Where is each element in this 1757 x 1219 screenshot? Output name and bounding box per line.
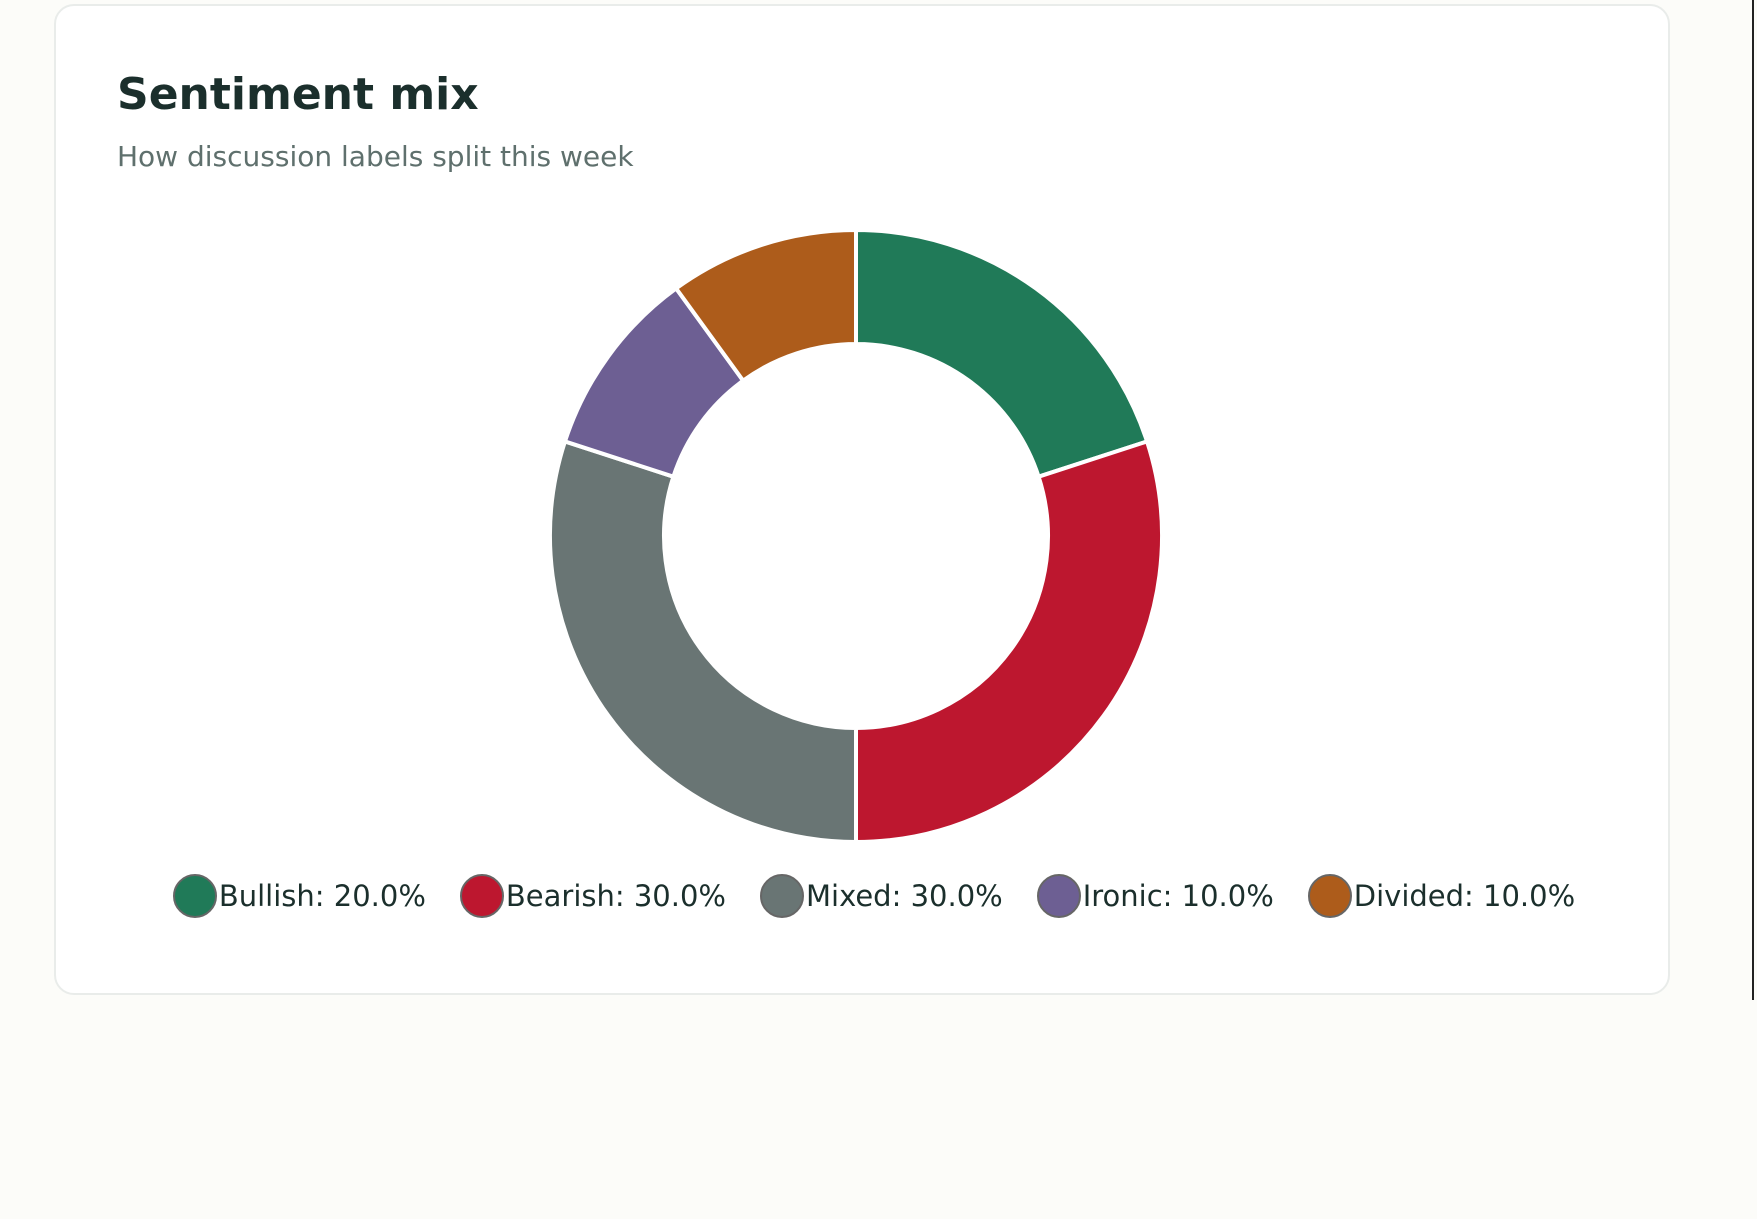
slice-mixed [548, 438, 858, 845]
legend-item-bearish: Bearish: 30.0% [459, 872, 726, 920]
legend-swatch-mixed [759, 874, 804, 918]
chart-subtitle: How discussion labels split this week [117, 140, 634, 173]
page-edge-divider [1752, 0, 1754, 1000]
legend-label-ironic: Ironic: 10.0% [1082, 879, 1274, 913]
legend-item-bullish: Bullish: 20.0% [172, 872, 426, 920]
legend-item-mixed: Mixed: 30.0% [759, 872, 1003, 920]
chart-card: Sentiment mix How discussion labels spli… [54, 4, 1670, 995]
legend-swatch-divided [1307, 874, 1352, 918]
chart-legend: Bullish: 20.0% Bearish: 30.0% Mixed: 30.0%… [56, 872, 1672, 920]
slice-divided [673, 227, 858, 384]
legend-label-divided: Divided: 10.0% [1353, 879, 1576, 913]
slice-bearish [854, 438, 1164, 845]
donut-chart [548, 227, 1164, 845]
legend-swatch-bearish [459, 874, 504, 918]
chart-title: Sentiment mix [117, 69, 479, 120]
legend-label-bearish: Bearish: 30.0% [505, 879, 726, 913]
legend-swatch-bullish [172, 874, 217, 918]
donut-slices [548, 227, 1164, 845]
legend-label-mixed: Mixed: 30.0% [805, 879, 1003, 913]
legend-item-ironic: Ironic: 10.0% [1036, 872, 1274, 920]
legend-item-divided: Divided: 10.0% [1307, 872, 1576, 920]
legend-swatch-ironic [1036, 874, 1081, 918]
slice-bullish [854, 227, 1150, 480]
legend-label-bullish: Bullish: 20.0% [218, 879, 426, 913]
